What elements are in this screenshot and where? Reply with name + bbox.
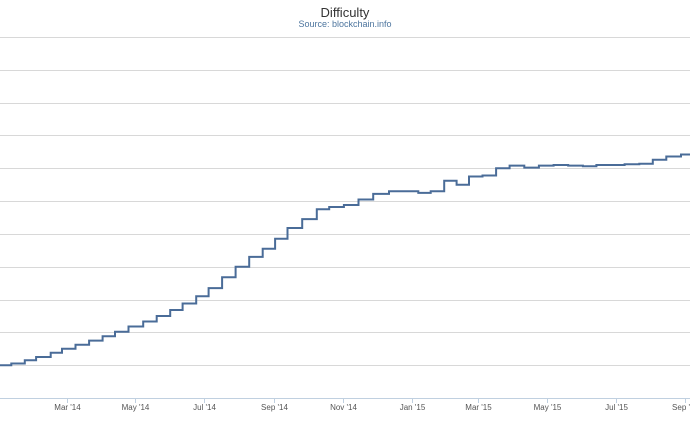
gridlines: [0, 37, 690, 399]
x-tick-label: Jul '14: [193, 403, 216, 412]
x-tick-label: Jan '15: [400, 403, 426, 412]
x-tick-labels: Mar '14 May '14 Jul '14 Sep '14 Nov '14 Jan '…: [54, 398, 690, 412]
chart-title: Difficulty: [320, 5, 370, 20]
x-tick-label: Mar '15: [465, 403, 492, 412]
series-group: [0, 153, 690, 367]
x-tick-label: Sep '14: [261, 403, 288, 412]
x-tick-label: Jul '15: [605, 403, 628, 412]
x-tick-label: Sep '15: [672, 403, 690, 412]
x-tick-label: Nov '14: [330, 403, 357, 412]
x-tick-label: May '14: [122, 403, 150, 412]
x-tick-label: Mar '14: [54, 403, 81, 412]
chart-subtitle: Source: blockchain.info: [298, 19, 392, 29]
series-line-0: [0, 153, 690, 367]
x-tick-label: May '15: [534, 403, 562, 412]
